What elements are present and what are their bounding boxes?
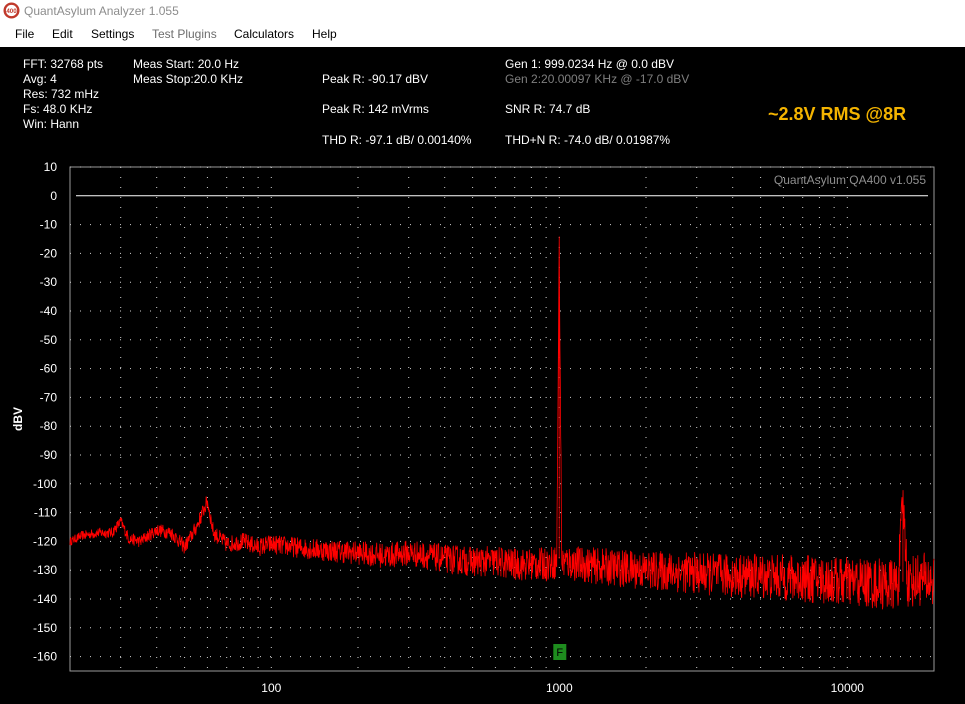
plot-frame bbox=[69, 166, 935, 672]
y-tick-label: -160 bbox=[33, 650, 57, 664]
menu-test-plugins[interactable]: Test Plugins bbox=[152, 27, 217, 41]
y-tick-label: -90 bbox=[40, 448, 58, 462]
plot-watermark: QuantAsylum QA400 v1.055 bbox=[774, 173, 926, 187]
window-type: Win: Hann bbox=[23, 117, 80, 131]
y-tick-label: -60 bbox=[40, 362, 58, 376]
menu-bar: File Edit Settings Test Plugins Calculat… bbox=[0, 23, 965, 47]
menu-file[interactable]: File bbox=[15, 27, 35, 41]
y-tick-label: 0 bbox=[50, 189, 57, 203]
frequency-marker-label: F bbox=[556, 647, 563, 659]
y-tick-label: -30 bbox=[40, 275, 58, 289]
window-title: QuantAsylum Analyzer 1.055 bbox=[24, 4, 179, 18]
thd-readout: THD R: -97.1 dB/ 0.00140% bbox=[322, 133, 472, 147]
y-tick-label: -80 bbox=[40, 419, 58, 433]
app-logo-icon: 400 bbox=[3, 2, 20, 19]
gen2-readout: Gen 2:20.00097 KHz @ -17.0 dBV bbox=[505, 72, 690, 86]
title-bar: 400 QuantAsylum Analyzer 1.055 bbox=[0, 0, 965, 23]
meas-start: Meas Start: 20.0 Hz bbox=[133, 57, 240, 71]
output-level-note: ~2.8V RMS @8R bbox=[768, 104, 907, 124]
y-tick-label: -110 bbox=[34, 506, 57, 520]
menu-edit[interactable]: Edit bbox=[52, 27, 73, 41]
app-logo-text: 400 bbox=[6, 8, 17, 15]
frequency-marker[interactable] bbox=[553, 644, 567, 660]
y-tick-label: -150 bbox=[33, 621, 57, 635]
y-tick-label: -20 bbox=[40, 246, 58, 260]
sample-rate: Fs: 48.0 KHz bbox=[23, 102, 93, 116]
y-tick-label: -100 bbox=[33, 477, 57, 491]
y-tick-label: -10 bbox=[40, 218, 58, 232]
y-tick-label: 10 bbox=[44, 160, 58, 174]
menu-calculators[interactable]: Calculators bbox=[234, 27, 295, 41]
menu-help[interactable]: Help bbox=[312, 27, 337, 41]
y-tick-label: -130 bbox=[33, 563, 57, 577]
x-tick-label: 1000 bbox=[546, 681, 573, 695]
y-axis-label: dBV bbox=[11, 407, 25, 431]
snr-readout: SNR R: 74.7 dB bbox=[505, 102, 591, 116]
gen1-readout: Gen 1: 999.0234 Hz @ 0.0 dBV bbox=[505, 57, 674, 71]
analyzer-panel: 10 0 -10 -20 -30 -40 -50 -60 -70 -80 -90 -100 -110 -1… bbox=[0, 47, 965, 704]
averages: Avg: 4 bbox=[23, 72, 57, 86]
peak-mvrms: Peak R: 142 mVrms bbox=[322, 102, 429, 116]
thdn-readout: THD+N R: -74.0 dB/ 0.01987% bbox=[505, 133, 671, 147]
resolution: Res: 732 mHz bbox=[23, 87, 100, 101]
y-tick-label: -40 bbox=[40, 304, 58, 318]
peak-dbv: Peak R: -90.17 dBV bbox=[322, 72, 429, 86]
y-tick-label: -120 bbox=[33, 534, 57, 548]
meas-stop: Meas Stop:20.0 KHz bbox=[133, 72, 244, 86]
y-tick-label: -50 bbox=[40, 333, 58, 347]
x-tick-label: 100 bbox=[261, 681, 281, 695]
spectrum-trace bbox=[69, 236, 935, 610]
menu-settings[interactable]: Settings bbox=[91, 27, 135, 41]
fft-size: FFT: 32768 pts bbox=[23, 57, 104, 71]
spectrum-chart[interactable]: 100-10-20-30-40-50-60-70-80-90-100-110-1… bbox=[0, 47, 965, 704]
y-tick-label: -70 bbox=[40, 390, 58, 404]
x-tick-label: 10000 bbox=[831, 681, 865, 695]
y-tick-label: -140 bbox=[33, 592, 57, 606]
